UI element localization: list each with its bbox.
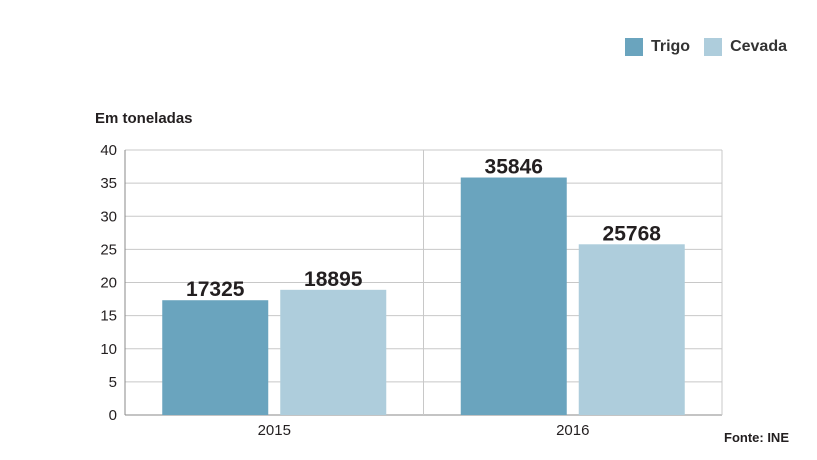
x-tick-label: 2016 (556, 422, 589, 439)
y-tick-label: 40 (100, 142, 117, 159)
y-tick-label: 20 (100, 275, 117, 292)
legend-item-trigo: Trigo (624, 38, 691, 56)
y-tick-label: 10 (100, 341, 117, 358)
y-tick-label: 35 (100, 175, 117, 192)
legend-label-cevada: Cevada (730, 38, 787, 55)
source-note: Fonte: INE (724, 430, 789, 445)
legend-item-cevada: Cevada (704, 38, 787, 56)
data-label-trigo-2016: 35846 (485, 156, 543, 179)
y-axis-unit-label: Em toneladas (95, 110, 193, 127)
y-tick-label: 15 (100, 308, 117, 325)
bar-trigo-2015 (162, 300, 269, 415)
y-tick-label: 30 (100, 208, 117, 225)
y-tick-label: 25 (100, 241, 117, 258)
legend: Trigo Cevada (624, 38, 787, 56)
legend-swatch-cevada (704, 38, 723, 56)
data-label-trigo-2015: 17325 (186, 278, 245, 301)
bar-trigo-2016 (460, 177, 567, 415)
legend-label-trigo: Trigo (650, 38, 691, 55)
bar-cevada-2016 (578, 244, 685, 415)
y-tick-label: 5 (109, 374, 117, 391)
data-label-cevada-2015: 18895 (304, 268, 363, 291)
y-tick-label: 0 (109, 407, 117, 424)
x-tick-label: 2015 (258, 422, 291, 439)
bar-cevada-2015 (280, 289, 387, 415)
legend-swatch-trigo (624, 38, 643, 56)
data-label-cevada-2016: 25768 (603, 222, 662, 245)
